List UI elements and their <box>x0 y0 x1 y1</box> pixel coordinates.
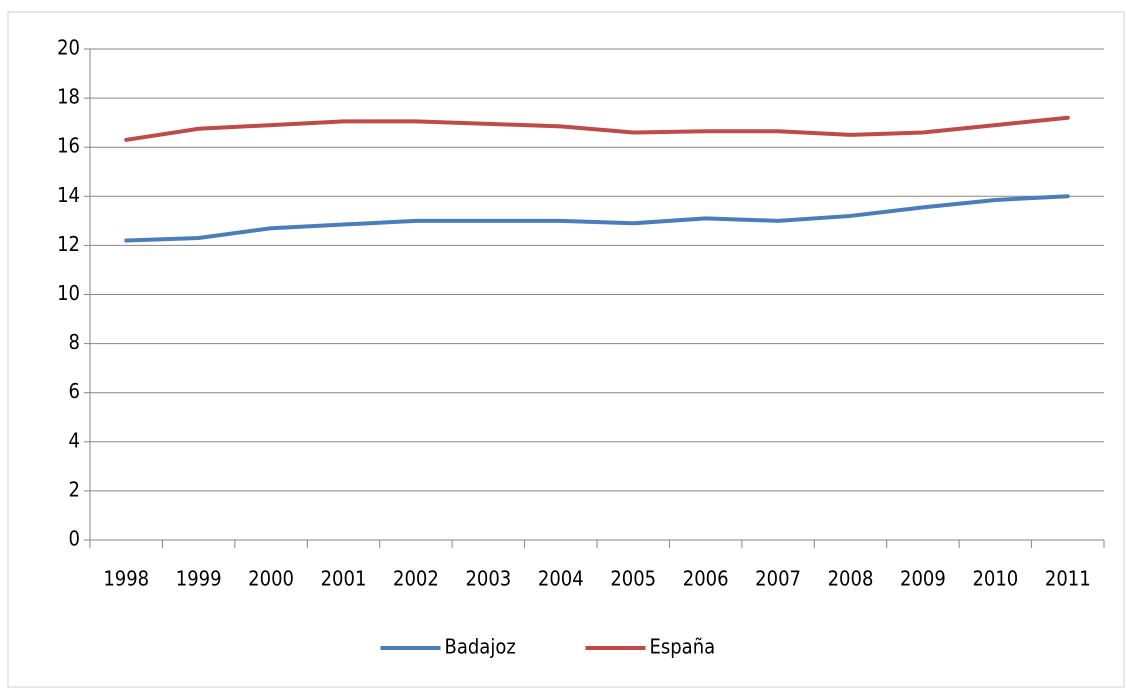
x-tick-label: 2005 <box>610 567 656 591</box>
x-tick-label: 2011 <box>1045 567 1091 591</box>
y-tick-label: 16 <box>57 134 80 158</box>
x-tick-label: 2003 <box>465 567 511 591</box>
x-tick-label: 2001 <box>321 567 367 591</box>
data-line <box>124 194 1070 243</box>
y-tick-label: 8 <box>69 330 80 354</box>
x-tick-label: 2006 <box>683 567 729 591</box>
y-tick-label: 4 <box>69 428 80 452</box>
data-line <box>124 115 1070 142</box>
x-tick-label: 2010 <box>972 567 1018 591</box>
y-tick-label: 0 <box>69 527 80 551</box>
x-tick-label: 2000 <box>248 567 294 591</box>
x-tick-label: 1998 <box>103 567 149 591</box>
x-tick-label: 2007 <box>755 567 801 591</box>
y-tick-label: 20 <box>57 36 80 60</box>
y-tick-label: 6 <box>69 379 80 403</box>
y-tick-label: 18 <box>57 85 80 109</box>
chart-border <box>7 11 1125 688</box>
x-tick-label: 2002 <box>393 567 439 591</box>
x-tick-label: 1999 <box>176 567 222 591</box>
x-tick-label: 2008 <box>828 567 874 591</box>
x-tick-label: 2009 <box>900 567 946 591</box>
y-tick-label: 14 <box>57 183 80 207</box>
y-tick-label: 2 <box>69 477 80 501</box>
y-tick-label: 12 <box>57 232 80 256</box>
legend-label: Badajoz <box>445 635 516 659</box>
y-tick-label: 10 <box>57 281 80 305</box>
legend-label: España <box>650 635 716 659</box>
x-tick-label: 2004 <box>538 567 584 591</box>
